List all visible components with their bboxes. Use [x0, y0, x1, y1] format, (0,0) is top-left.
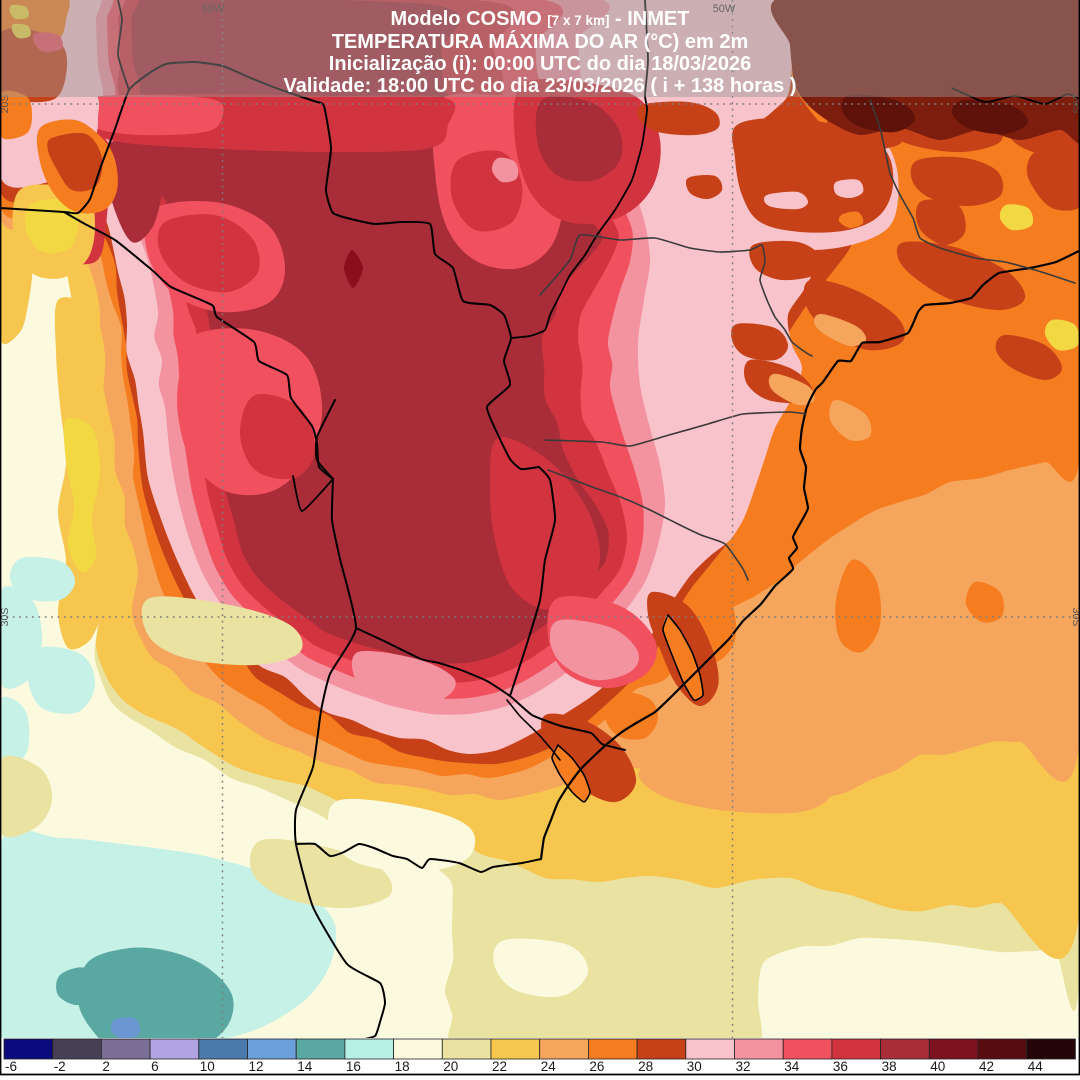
svg-text:12: 12 — [249, 1059, 264, 1074]
svg-text:6: 6 — [151, 1059, 159, 1074]
svg-text:20: 20 — [443, 1059, 458, 1074]
svg-text:34: 34 — [784, 1059, 800, 1074]
svg-text:20S: 20S — [0, 95, 11, 114]
svg-text:36: 36 — [833, 1059, 848, 1074]
svg-text:10: 10 — [200, 1059, 215, 1074]
svg-text:16: 16 — [346, 1059, 361, 1074]
svg-text:-2: -2 — [54, 1059, 66, 1074]
svg-text:38: 38 — [882, 1059, 897, 1074]
svg-text:32: 32 — [736, 1059, 751, 1074]
svg-text:28: 28 — [638, 1059, 653, 1074]
svg-text:20S: 20S — [1070, 95, 1080, 114]
svg-text:26: 26 — [589, 1059, 604, 1074]
svg-text:-6: -6 — [5, 1059, 17, 1074]
svg-text:44: 44 — [1028, 1059, 1044, 1074]
svg-text:14: 14 — [297, 1059, 313, 1074]
svg-text:Validade: 18:00 UTC do dia 23/: Validade: 18:00 UTC do dia 23/03/2026 ( … — [283, 75, 796, 97]
svg-text:30S: 30S — [1070, 608, 1080, 627]
svg-text:Inicialização (i): 00:00 UTC d: Inicialização (i): 00:00 UTC do dia 18/0… — [329, 53, 751, 75]
svg-text:42: 42 — [979, 1059, 994, 1074]
svg-text:50W: 50W — [713, 3, 736, 15]
svg-text:40: 40 — [930, 1059, 945, 1074]
svg-text:22: 22 — [492, 1059, 507, 1074]
svg-text:TEMPERATURA MÁXIMA DO AR (°C): TEMPERATURA MÁXIMA DO AR (°C) em 2m — [332, 30, 749, 53]
svg-text:24: 24 — [541, 1059, 557, 1074]
svg-text:18: 18 — [395, 1059, 410, 1074]
svg-text:30: 30 — [687, 1059, 702, 1074]
svg-text:30S: 30S — [0, 608, 11, 627]
svg-text:60W: 60W — [202, 3, 225, 15]
svg-text:Modelo COSMO [7 x 7 km] - INME: Modelo COSMO [7 x 7 km] - INMET — [391, 8, 690, 30]
svg-text:2: 2 — [102, 1059, 110, 1074]
